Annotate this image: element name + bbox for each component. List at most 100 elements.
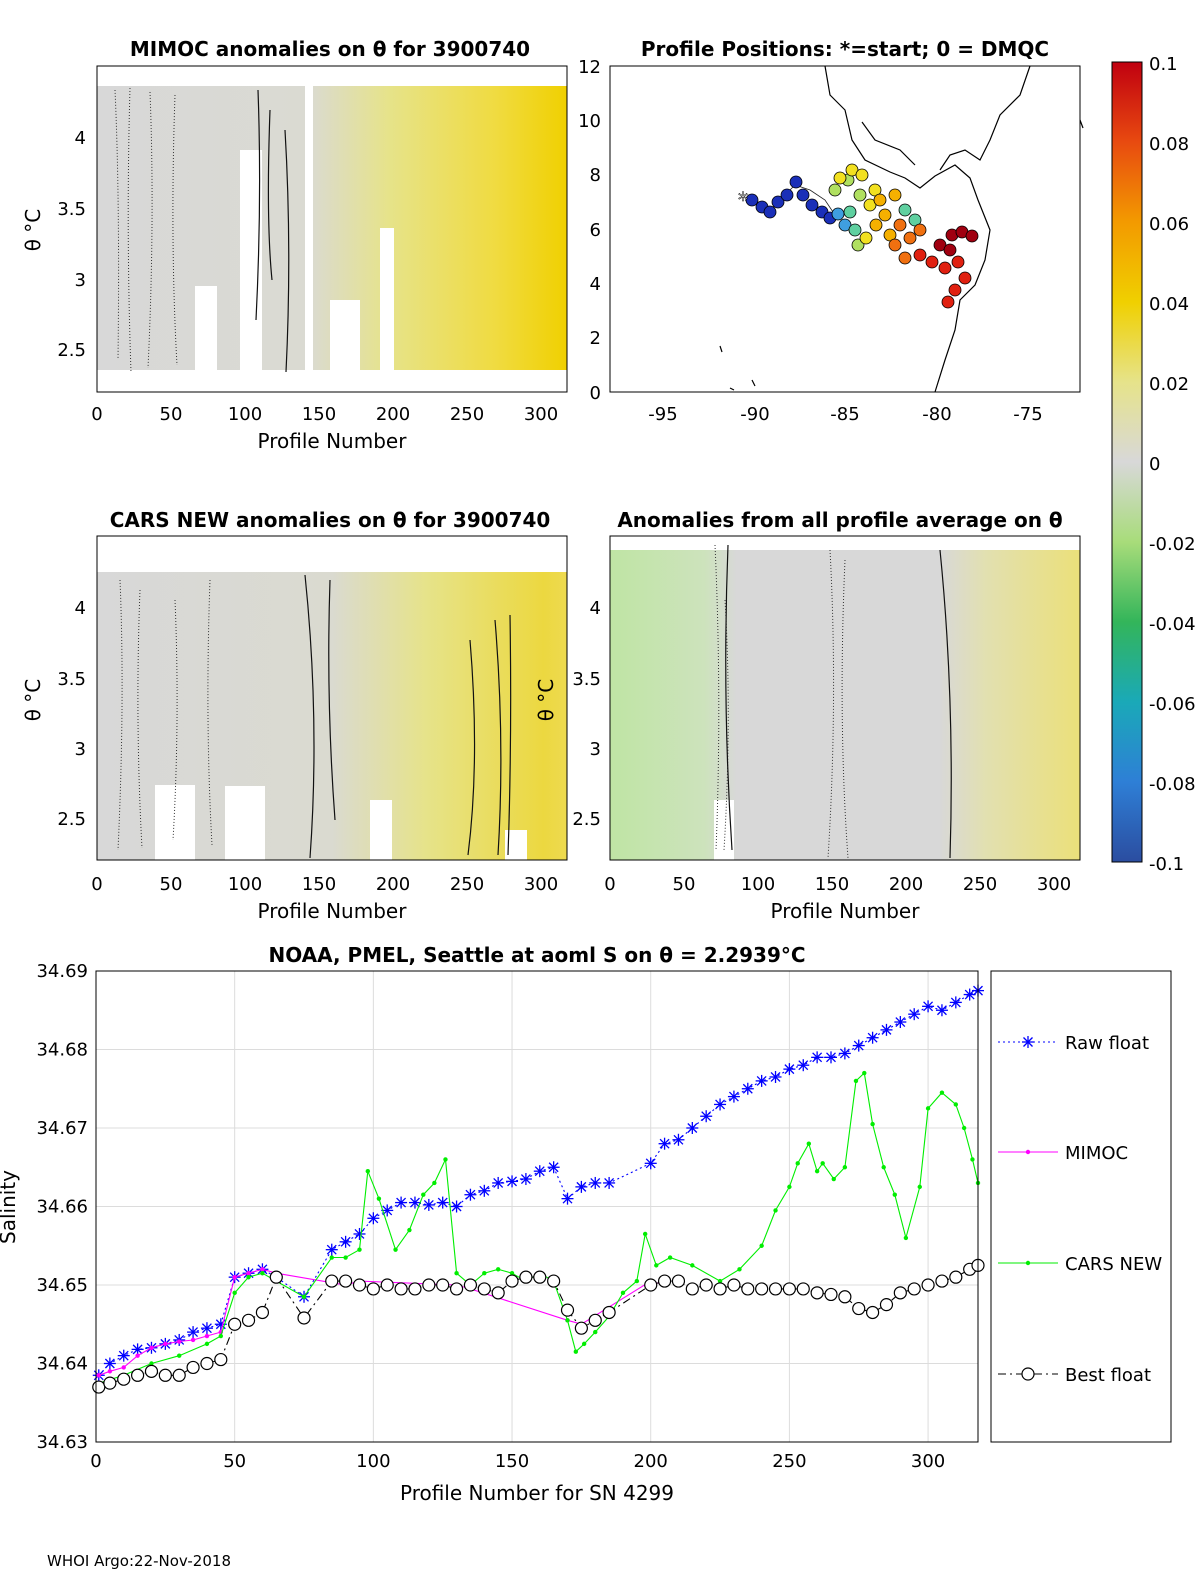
data-point xyxy=(149,1361,154,1366)
cars-ylabel: θ °C xyxy=(21,679,45,722)
data-point xyxy=(768,1282,783,1296)
data-point xyxy=(796,1282,810,1296)
positions-ytick: 0 xyxy=(590,383,601,404)
mimoc-xtick: 300 xyxy=(524,404,558,425)
avg-ytick: 2.5 xyxy=(572,809,601,830)
series-line xyxy=(98,1071,979,1384)
data-point xyxy=(408,1196,421,1209)
data-point xyxy=(814,1168,820,1174)
mimoc-ylabel: θ °C xyxy=(21,209,45,252)
data-point xyxy=(939,1090,945,1095)
avg-xtick: 200 xyxy=(889,874,923,895)
legend-label: Raw float xyxy=(1065,1033,1149,1054)
data-point xyxy=(449,1282,464,1296)
data-point xyxy=(831,1176,836,1182)
cars-ytick: 3.5 xyxy=(57,669,86,690)
data-point xyxy=(806,1141,812,1146)
avg-xtick: 250 xyxy=(963,874,997,895)
positions-xtick: -95 xyxy=(648,404,677,425)
data-point xyxy=(436,1278,450,1292)
colorbar-tick: 0.08 xyxy=(1149,134,1189,155)
data-point xyxy=(505,1274,519,1288)
data-point xyxy=(642,1231,648,1237)
data-point xyxy=(671,1274,686,1288)
mimoc-xtick: 50 xyxy=(160,404,183,425)
mimoc-xtick: 0 xyxy=(91,404,102,425)
data-point xyxy=(852,1039,865,1052)
salinity-xtick: 0 xyxy=(90,1451,101,1472)
positions-axes xyxy=(609,65,1081,393)
data-point xyxy=(922,1000,935,1013)
positions-xticks: -95 -90 -85 -80 -75 xyxy=(648,404,1042,425)
salinity-xticks: 0 50 100 150 200 250 300 xyxy=(90,1451,945,1472)
data-point xyxy=(862,1070,867,1076)
data-point xyxy=(214,1352,228,1367)
colorbar-tick: 0.02 xyxy=(1149,374,1189,395)
data-point xyxy=(880,1023,893,1036)
footer-credit: WHOI Argo:22-Nov-2018 xyxy=(47,1552,231,1570)
data-point xyxy=(339,1274,353,1288)
data-point xyxy=(949,1270,963,1284)
data-point xyxy=(329,1255,334,1260)
data-point xyxy=(574,1321,588,1335)
data-point xyxy=(394,1282,408,1296)
data-point xyxy=(773,1208,778,1213)
data-point xyxy=(634,1278,640,1284)
data-point xyxy=(714,1098,727,1111)
mimoc-panel: MIMOC anomalies on θ for 3900740 0 50 10… xyxy=(21,37,568,453)
salinity-ytick: 34.65 xyxy=(36,1275,88,1296)
salinity-grid xyxy=(95,970,978,1443)
data-point xyxy=(713,1282,727,1296)
data-point xyxy=(561,1192,574,1205)
avg-ytick: 3.5 xyxy=(572,669,601,690)
series-best-float xyxy=(92,1258,985,1394)
data-point xyxy=(797,1059,810,1072)
avg-xtick: 0 xyxy=(604,874,615,895)
legend-entry: MIMOC xyxy=(998,1143,1128,1164)
salinity-chart: NOAA, PMEL, Seattle at aoml S on θ = 2.2… xyxy=(0,943,1172,1505)
salinity-legend: Raw float MIMOC CARS NEW Best float xyxy=(990,970,1172,1443)
data-point xyxy=(759,1243,764,1248)
positions-ytick: 6 xyxy=(590,220,601,241)
mimoc-ytick: 2.5 xyxy=(57,340,86,361)
data-point xyxy=(547,1274,561,1288)
data-point xyxy=(107,1369,113,1374)
data-point xyxy=(935,1274,949,1288)
mimoc-ytick: 3.5 xyxy=(57,199,86,220)
data-point xyxy=(131,1368,145,1382)
data-point xyxy=(158,1368,172,1382)
avg-axes xyxy=(609,535,1081,861)
positions-xtick: -85 xyxy=(830,404,859,425)
data-point xyxy=(241,1313,256,1327)
data-point xyxy=(96,1373,101,1378)
data-point xyxy=(603,1176,616,1189)
data-point xyxy=(121,1365,126,1370)
mimoc-field xyxy=(97,66,567,392)
data-point xyxy=(921,1278,935,1292)
data-point xyxy=(769,1070,782,1083)
positions-ytick: 4 xyxy=(590,274,601,295)
data-point xyxy=(881,1165,886,1170)
data-point xyxy=(699,1278,713,1292)
data-point xyxy=(560,1303,575,1317)
coastline xyxy=(719,65,1084,393)
data-point xyxy=(186,1360,200,1375)
data-point xyxy=(491,1286,505,1300)
positions-yticks: 12 10 8 6 4 2 0 xyxy=(578,57,601,404)
colorbar-ticks: 0.1 0.08 0.06 0.04 0.02 0 -0.02 -0.04 -0… xyxy=(1149,54,1196,875)
avg-xtick: 100 xyxy=(741,874,775,895)
data-point xyxy=(135,1353,140,1358)
data-point xyxy=(353,1227,366,1240)
cars-ytick: 2.5 xyxy=(57,809,86,830)
salinity-xlabel: Profile Number for SN 4299 xyxy=(400,1481,674,1505)
avg-xlabel: Profile Number xyxy=(771,899,921,923)
positions-panel: Profile Positions: *=start; 0 = DMQC * xyxy=(578,37,1084,425)
data-point xyxy=(866,1305,880,1320)
data-point xyxy=(644,1157,657,1170)
data-point xyxy=(297,1311,311,1325)
data-point xyxy=(838,1047,851,1060)
data-point xyxy=(893,1286,907,1300)
cars-xticks: 0 50 100 150 200 250 300 xyxy=(91,874,558,895)
data-point xyxy=(533,1270,547,1284)
